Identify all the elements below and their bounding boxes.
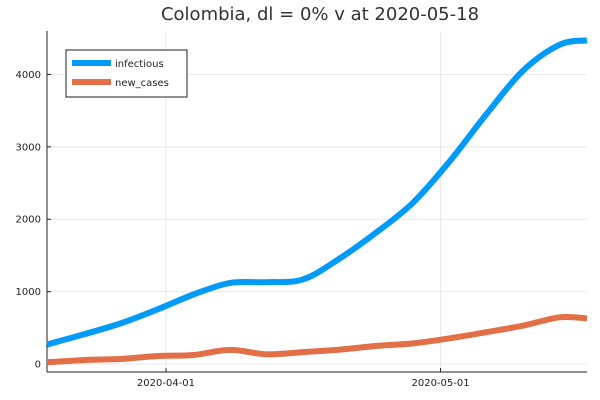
x-tick-label-2020-05-01: 2020-05-01 [411,378,469,389]
y-tick-label-0: 0 [35,360,41,371]
y-tick-label-2000: 2000 [16,215,41,226]
y-tick-label-1000: 1000 [16,287,41,298]
series-line-infectious [46,37,588,348]
legend-label-new-cases: new_cases [115,78,169,89]
legend-box [65,49,188,98]
legend: infectious new_cases [65,49,188,98]
series-lines [46,37,588,366]
y-tick-label-4000: 4000 [16,70,41,81]
chart-title: Colombia, dl = 0% v at 2020-05-18 [161,4,479,25]
legend-label-infectious: infectious [115,59,164,70]
y-tick-label-3000: 3000 [16,142,41,153]
grid [47,31,587,372]
tick-labels: 0 1000 2000 3000 4000 2020-04-01 2020-05-01 [16,70,470,389]
series-line-new-cases [46,313,588,366]
x-tick-label-2020-04-01: 2020-04-01 [137,378,195,389]
axes [46,31,587,373]
